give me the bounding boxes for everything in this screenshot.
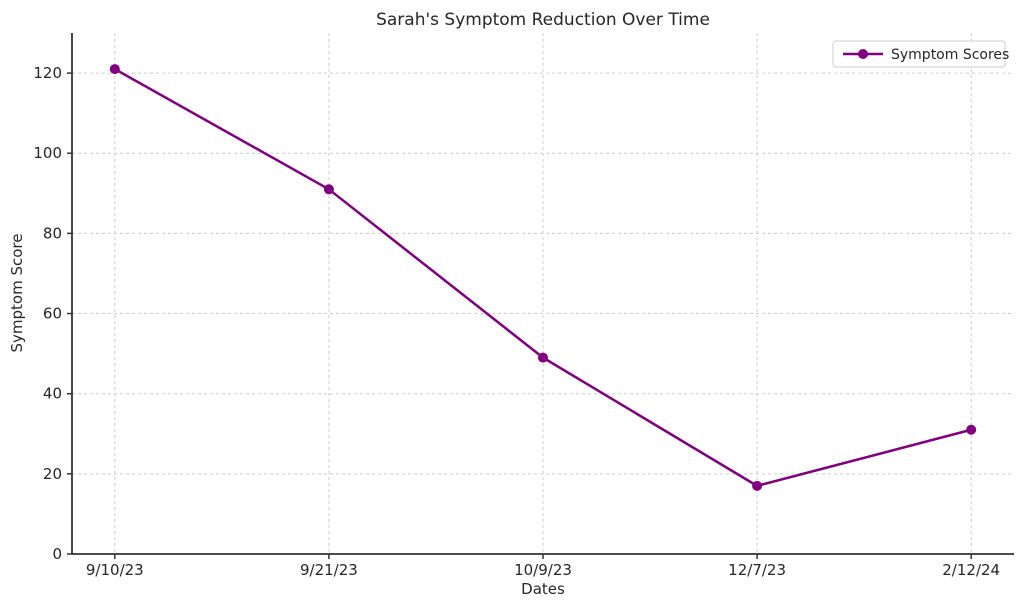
y-tick-label: 60 <box>43 305 62 323</box>
legend-box <box>832 40 1006 68</box>
data-point-marker <box>966 424 977 435</box>
y-tick-label: 120 <box>33 64 62 82</box>
legend: Symptom Scores <box>832 40 1009 68</box>
data-point-marker <box>538 352 548 363</box>
y-tick-label: 20 <box>43 465 62 483</box>
x-tick-label: 10/9/23 <box>514 561 572 579</box>
data-point-marker <box>109 64 120 75</box>
x-axis-label: Dates <box>521 580 565 598</box>
data-point-marker <box>323 184 334 195</box>
chart-title: Sarah's Symptom Reduction Over Time <box>376 10 710 30</box>
y-tick-label: 40 <box>43 385 62 403</box>
y-axis-label: Symptom Score <box>8 234 26 353</box>
y-tick-label: 80 <box>43 224 62 242</box>
axis-ticks: 0 20 40 60 80 100 120 9/10/23 9/21/23 10/9/23 12/7… <box>33 64 1000 579</box>
x-tick-label: 12/7/23 <box>728 561 786 579</box>
legend-marker-icon <box>858 49 868 59</box>
data-point-marker <box>752 480 763 491</box>
x-tick-label: 9/21/23 <box>300 561 358 579</box>
legend-label: Symptom Scores <box>891 47 1009 63</box>
y-tick-label: 0 <box>52 545 62 563</box>
grid-layer <box>72 33 1014 555</box>
series-layer <box>109 64 977 491</box>
x-tick-label: 2/12/24 <box>942 561 1000 579</box>
x-tick-label: 9/10/23 <box>86 561 144 579</box>
y-tick-label: 100 <box>33 144 62 162</box>
